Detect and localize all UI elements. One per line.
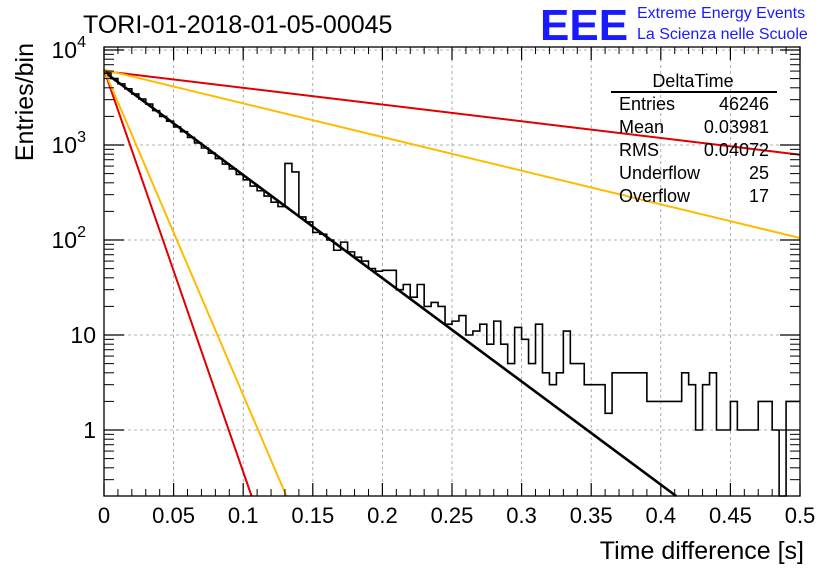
brand-line-1: Extreme Energy Events	[637, 5, 805, 22]
run-title: TORI-01-2018-01-05-00045	[83, 11, 392, 39]
x-tick-label: 0.5	[785, 503, 816, 528]
brand-line-2: La Scienza nelle Scuole	[637, 26, 808, 43]
histogram-outline	[104, 72, 800, 497]
x-tick-label: 0.35	[570, 503, 613, 528]
x-tick-label: 0.05	[152, 503, 195, 528]
stats-row-label: Overflow	[619, 186, 691, 206]
x-tick-label: 0.1	[228, 503, 259, 528]
fit-line	[103, 69, 253, 497]
stats-box: DeltaTime Entries 46246 Mean 0.03981 RMS 0.04…	[611, 71, 777, 206]
y-tick-label: 102	[52, 224, 87, 253]
fit-line	[103, 68, 801, 239]
stats-row-label: Underflow	[619, 163, 701, 183]
histogram	[104, 72, 800, 497]
grid-lines	[104, 47, 800, 496]
stats-row-label: Entries	[619, 94, 675, 114]
x-tick-label: 0.45	[709, 503, 752, 528]
axes: 0 0.05 0.1 0.15 0.2 0.25 0.3 0.35 0.4 0.45 0.5 1 10 1…	[52, 34, 816, 528]
x-tick-label: 0.25	[431, 503, 474, 528]
x-tick-label: 0.2	[367, 503, 398, 528]
stats-rows: Entries 46246 Mean 0.03981 RMS 0.04072Underfl…	[619, 94, 769, 206]
x-tick-label: 0.4	[646, 503, 677, 528]
y-tick-label: 1	[83, 417, 96, 443]
fit-line	[103, 69, 288, 497]
eee-logo: EEE	[540, 1, 628, 50]
stats-row-label: Mean	[619, 117, 664, 137]
stats-row-value: 0.03981	[704, 117, 769, 137]
stats-title: DeltaTime	[652, 71, 733, 91]
x-tick-label: 0.15	[291, 503, 334, 528]
y-tick-label: 10	[70, 322, 96, 348]
stats-row-value: 0.04072	[704, 140, 769, 160]
x-tick-label: 0.3	[506, 503, 537, 528]
stats-row-label: RMS	[619, 140, 659, 160]
x-axis-label: Time difference [s]	[600, 537, 804, 565]
stats-row-value: 46246	[719, 94, 769, 114]
y-axis-label: Entries/bin	[11, 43, 39, 161]
fit-line	[103, 70, 801, 156]
stats-row-value: 17	[749, 186, 769, 206]
x-tick-label: 0	[98, 503, 110, 528]
y-tick-label: 103	[52, 129, 87, 158]
y-tick-label: 104	[52, 34, 87, 63]
stats-row-value: 25	[749, 163, 769, 183]
